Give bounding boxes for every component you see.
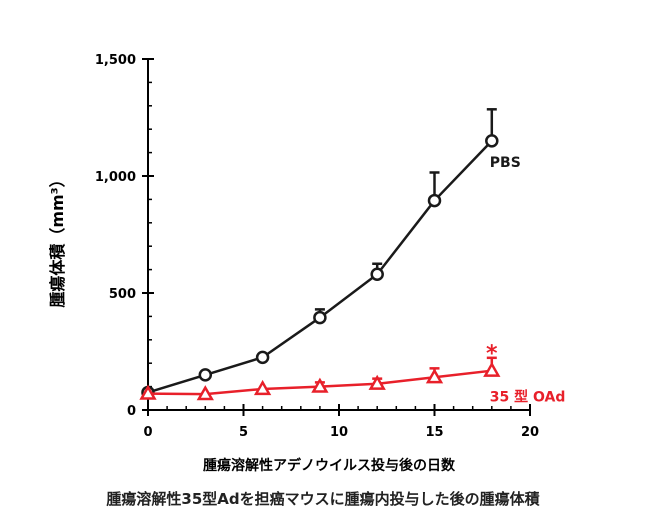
x-axis-label: 腫瘍溶解性アデノウイルス投与後の日数	[203, 457, 456, 474]
y-tick-label: 1,500	[95, 53, 136, 68]
x-tick-label: 20	[521, 425, 539, 440]
data-point	[370, 267, 384, 282]
data-point	[483, 361, 501, 377]
data-point	[198, 368, 213, 382]
x-tick-label: 5	[239, 425, 248, 440]
figure-caption: 腫瘍溶解性35型Adを担癌マウスに腫瘍内投与した後の腫瘍体積	[106, 490, 540, 508]
y-tick-label: 1,000	[95, 170, 136, 185]
x-tick-label: 10	[330, 425, 348, 440]
y-tick-label: 0	[127, 404, 136, 419]
y-tick-label: 500	[109, 287, 136, 302]
data-point	[427, 193, 442, 208]
data-point	[139, 384, 157, 400]
significance-marker: *	[486, 342, 498, 367]
y-axis-label: 腫瘍体積（mm³）	[48, 171, 67, 307]
data-point	[313, 310, 327, 325]
x-tick-label: 0	[143, 425, 152, 440]
data-point	[196, 385, 214, 401]
x-tick-label: 15	[425, 425, 443, 440]
series-line	[147, 140, 493, 394]
data-point	[425, 368, 444, 384]
data-point	[253, 379, 272, 396]
data-point	[311, 377, 329, 393]
data-point	[485, 134, 499, 148]
series-label: 35 型 OAd	[490, 389, 566, 406]
data-point	[255, 350, 270, 365]
series-label: PBS	[490, 155, 521, 171]
data-point	[368, 374, 386, 390]
